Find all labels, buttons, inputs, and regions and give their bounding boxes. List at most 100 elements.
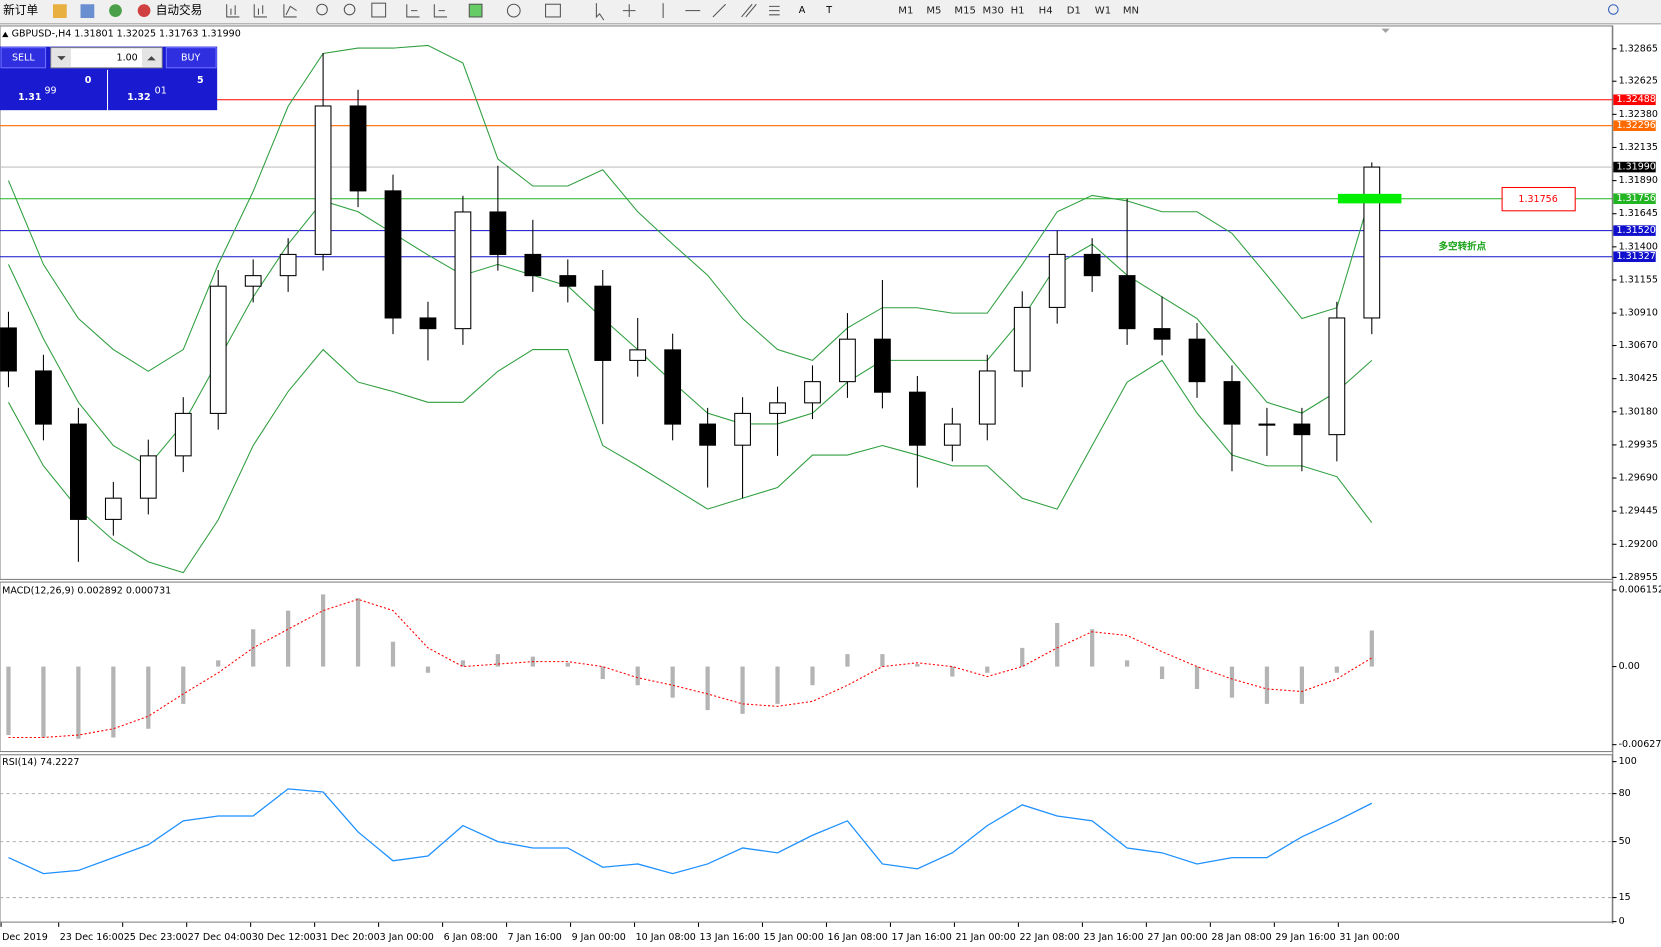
candle-body xyxy=(384,190,402,319)
y-tick-label: 0.00 xyxy=(1619,661,1640,672)
shift-marker xyxy=(1381,28,1390,33)
candle-body xyxy=(244,275,262,287)
timeframe-button[interactable]: M1 xyxy=(898,6,913,17)
x-tick-label: 13 Jan 16:00 xyxy=(700,932,760,943)
y-tick-label: 1.32865 xyxy=(1619,43,1658,54)
x-tick-label: 17 Jan 16:00 xyxy=(892,932,952,943)
price-level-label: 1.32296 xyxy=(1617,120,1656,131)
price-level-label: 1.31990 xyxy=(1617,162,1656,173)
sell-label[interactable]: SELL xyxy=(12,53,35,64)
icon[interactable] xyxy=(52,4,67,19)
level-callout-box xyxy=(1501,186,1576,212)
macd-histogram-bar xyxy=(740,666,745,714)
timeframe-button[interactable]: M30 xyxy=(983,6,1004,17)
arrow xyxy=(57,56,66,61)
auto-trading-button[interactable]: 自动交易 xyxy=(156,3,203,17)
y-tick-label: 1.31400 xyxy=(1619,241,1658,252)
y-tick-label: 50 xyxy=(1619,836,1631,847)
timeframe-button[interactable]: H1 xyxy=(1011,6,1025,17)
price-level-tag xyxy=(1613,161,1656,173)
macd-histogram-bar xyxy=(600,666,605,680)
timeframe-button[interactable]: M15 xyxy=(954,6,975,17)
label-tool[interactable]: T xyxy=(825,5,832,16)
candle-body xyxy=(1013,306,1031,372)
macd-histogram-bar xyxy=(985,666,990,673)
text-tool[interactable]: A xyxy=(799,5,806,16)
candle-body xyxy=(559,275,577,287)
y-tick-label: 1.29935 xyxy=(1619,439,1658,450)
ask-small[interactable]: 5 xyxy=(197,75,204,86)
x-tick-label: 3 Jan 00:00 xyxy=(380,932,434,943)
macd-histogram-bar xyxy=(1299,666,1305,704)
rsi-title: RSI(14) 74.2227 xyxy=(2,757,79,768)
new-order-button[interactable]: 新订单 xyxy=(3,3,38,17)
buy-label[interactable]: BUY xyxy=(181,53,200,64)
search-icon[interactable] xyxy=(1608,4,1619,15)
candle-body xyxy=(734,412,751,446)
timeframe-button[interactable]: W1 xyxy=(1095,6,1111,17)
ask-prefix[interactable]: 1.32 xyxy=(127,92,150,103)
candle-body xyxy=(1328,317,1346,436)
y-tick-label: 1.32380 xyxy=(1619,109,1658,120)
timeframe-button[interactable]: D1 xyxy=(1067,6,1081,17)
macd-histogram-bar xyxy=(6,666,11,735)
candle-body xyxy=(419,317,437,330)
x-tick-label: 9 Jan 00:00 xyxy=(572,932,626,943)
y-tick-label: 1.30180 xyxy=(1619,406,1658,417)
y-tick-label: 80 xyxy=(1619,788,1631,799)
price-level-label: 1.32488 xyxy=(1617,94,1656,105)
macd-title: MACD(12,26,9) 0.002892 0.000731 xyxy=(2,586,171,597)
candle-body xyxy=(0,327,17,372)
price-level-label: 1.31520 xyxy=(1617,225,1656,236)
x-tick-label: 27 Jan 00:00 xyxy=(1147,932,1207,943)
main-pane xyxy=(0,25,1613,580)
candle-body xyxy=(314,105,332,255)
x-tick-label: 23 Dec 16:00 xyxy=(60,932,124,943)
candle-body xyxy=(209,285,227,414)
candle-body xyxy=(1083,253,1101,277)
timeframe-button[interactable]: MN xyxy=(1123,6,1139,17)
candle-body xyxy=(594,285,612,361)
macd-histogram-bar xyxy=(845,654,850,667)
y-tick-label: 0 xyxy=(1619,916,1625,927)
macd-histogram-bar xyxy=(320,594,326,667)
lot-value[interactable]: 1.00 xyxy=(117,53,138,64)
macd-histogram-bar xyxy=(1159,666,1165,680)
price-level-tag xyxy=(1613,94,1656,106)
auto-trading-icon[interactable] xyxy=(137,4,151,17)
timeframe-button[interactable]: M5 xyxy=(926,6,941,17)
trade-panel: SELL 1.00 BUY 1.31 99 0 1.32 01 5 xyxy=(0,46,218,111)
bid-prefix[interactable]: 1.31 xyxy=(18,92,41,103)
candle-body xyxy=(279,253,297,277)
y-tick-label: 1.29200 xyxy=(1619,539,1658,550)
timeframe-button[interactable]: H4 xyxy=(1039,6,1053,17)
x-tick-label: 22 Jan 08:00 xyxy=(1019,932,1079,943)
macd-histogram-bar xyxy=(670,666,675,698)
ask-big[interactable]: 01 xyxy=(155,86,167,97)
bid-big[interactable]: 99 xyxy=(44,86,56,97)
buy-button[interactable] xyxy=(165,47,217,69)
candle-body xyxy=(664,349,682,425)
tool-icons[interactable] xyxy=(226,2,780,21)
icon[interactable] xyxy=(80,4,95,19)
bollinger-band xyxy=(7,200,1373,467)
x-tick-label: 25 Dec 23:00 xyxy=(124,932,188,943)
candle-body xyxy=(349,105,367,192)
macd-histogram-bar xyxy=(460,660,466,667)
macd-histogram-bar xyxy=(111,666,116,738)
sell-button[interactable] xyxy=(0,47,47,69)
lot-input[interactable] xyxy=(50,47,163,69)
candle-body xyxy=(699,423,717,446)
macd-histogram-bar xyxy=(390,641,396,667)
price-level-label: 1.31327 xyxy=(1617,251,1656,262)
y-tick-label: 1.30910 xyxy=(1619,308,1658,319)
macd-histogram-bar xyxy=(425,666,431,673)
bid-small[interactable]: 0 xyxy=(85,75,92,86)
icon[interactable] xyxy=(109,4,122,17)
candle-body xyxy=(174,412,192,457)
macd-pane xyxy=(0,581,1613,753)
macd-histogram-bar xyxy=(76,666,81,739)
macd-histogram-bar xyxy=(810,666,815,686)
